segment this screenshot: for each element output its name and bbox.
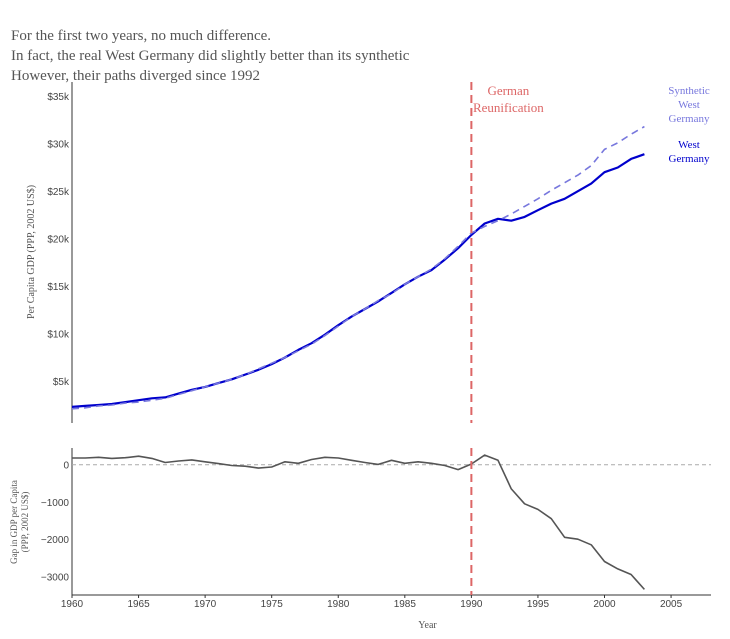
chart-title-line-1: For the first two years, no much differe… bbox=[11, 28, 272, 44]
x-tick-label: 1965 bbox=[127, 599, 150, 610]
gap-y-axis-title-line: (PPP, 2002 US$) bbox=[20, 492, 30, 553]
chart-title-line-2: In fact, the real West Germany did sligh… bbox=[11, 48, 410, 64]
x-tick-label: 2005 bbox=[660, 599, 683, 610]
gdp-gap-line bbox=[72, 454, 645, 590]
west-germany-line bbox=[71, 153, 645, 408]
gdp-y-axis-title: Per Capita GDP (PPP, 2002 US$) bbox=[26, 185, 37, 319]
west-germany-end-label-line: Germany bbox=[669, 153, 710, 165]
gdp-y-tick-label: $10k bbox=[47, 330, 70, 341]
x-axis-title: Year bbox=[418, 620, 437, 631]
gdp-panel: $5k $10k $15k $20k $25k $30k $35k Per Capita GD… bbox=[26, 82, 710, 423]
gdp-y-tick-label: $20k bbox=[47, 235, 70, 246]
synthetic-west-germany-line bbox=[71, 125, 645, 410]
gap-y-tick-label: −3000 bbox=[41, 572, 70, 583]
reunification-label-line: Reunification bbox=[473, 100, 544, 115]
x-tick-label: 1985 bbox=[394, 599, 417, 610]
gdp-y-tick-label: $25k bbox=[47, 187, 70, 198]
gap-y-tick-label: −1000 bbox=[41, 498, 70, 509]
x-tick-label: 1975 bbox=[261, 599, 284, 610]
synthetic-end-label-line: Synthetic bbox=[668, 85, 710, 97]
x-tick-label: 1980 bbox=[327, 599, 350, 610]
synthetic-end-label-line: West bbox=[678, 99, 700, 111]
gap-panel: 0 −1000 −2000 −3000 1960 1965 1970 1975 1980 1985… bbox=[9, 448, 711, 631]
gdp-y-tick-label: $5k bbox=[53, 377, 70, 388]
x-tick-label: 1995 bbox=[527, 599, 550, 610]
synthetic-end-label-line: Germany bbox=[669, 113, 710, 125]
gdp-y-tick-label: $15k bbox=[47, 282, 70, 293]
reunification-label-line: German bbox=[487, 83, 529, 98]
x-tick-label: 2000 bbox=[593, 599, 616, 610]
gap-y-tick-label: 0 bbox=[63, 461, 69, 472]
gdp-y-tick-label: $30k bbox=[47, 140, 70, 151]
x-tick-label: 1970 bbox=[194, 599, 217, 610]
west-germany-end-label-line: West bbox=[678, 139, 700, 151]
gap-y-tick-label: −2000 bbox=[41, 535, 70, 546]
gdp-y-tick-label: $35k bbox=[47, 92, 70, 103]
x-tick-label: 1960 bbox=[61, 599, 84, 610]
x-tick-label: 1990 bbox=[460, 599, 483, 610]
gap-y-axis-title-line: Gap in GDP per Capita bbox=[9, 480, 19, 564]
chart-title-line-3: However, their paths diverged since 1992 bbox=[11, 68, 261, 84]
chart-title: For the first two years, no much differe… bbox=[11, 26, 409, 86]
